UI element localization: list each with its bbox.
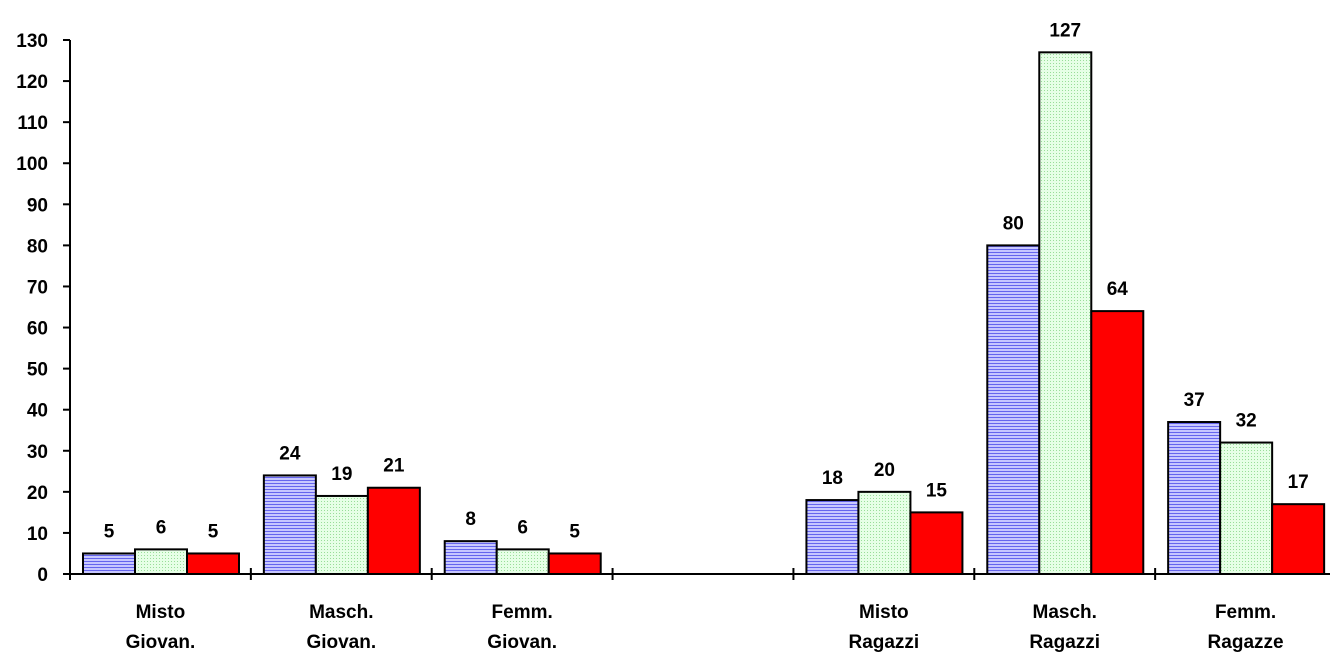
bar xyxy=(1271,503,1326,575)
bar xyxy=(82,552,136,576)
bar xyxy=(443,540,498,576)
bar-value-label: 21 xyxy=(383,456,405,477)
y-tick-label: 110 xyxy=(17,113,48,134)
category-label: Ragazze xyxy=(1208,632,1284,653)
bar-value-label: 5 xyxy=(569,521,580,542)
y-tick-label: 40 xyxy=(27,401,48,422)
category-label: Masch. xyxy=(1033,602,1097,623)
bar-value-label: 24 xyxy=(279,443,301,464)
category-label: Femm. xyxy=(1215,602,1276,623)
category-label: Giovan. xyxy=(126,632,196,653)
y-tick-label: 0 xyxy=(37,565,48,586)
x-axis: Misto Giovan. Masch. Giovan. Femm. Giovan. Mis… xyxy=(69,568,1330,653)
y-tick-label: 30 xyxy=(27,442,48,463)
bar-value-label: 32 xyxy=(1236,411,1257,432)
y-tick-label: 90 xyxy=(27,195,48,216)
bar-value-label: 64 xyxy=(1107,279,1129,300)
y-tick-label: 50 xyxy=(27,360,48,381)
y-tick-label: 80 xyxy=(27,236,48,257)
category-label: Ragazzi xyxy=(1029,632,1100,653)
bar-value-label: 6 xyxy=(156,517,167,538)
bar-value-label: 8 xyxy=(465,509,476,530)
bar xyxy=(1090,310,1145,575)
bar xyxy=(314,494,369,576)
bar xyxy=(186,552,240,576)
bar-value-label: 37 xyxy=(1184,390,1205,411)
category-label: Misto xyxy=(859,602,909,623)
bar-value-label: 5 xyxy=(208,521,219,542)
data-labels: 5 24 8 18 80 37 6 19 6 20 127 32 5 21 5 15 64 17 xyxy=(104,20,1309,542)
bar-value-label: 127 xyxy=(1049,20,1081,41)
bar xyxy=(909,511,964,576)
bars xyxy=(82,51,1326,576)
bar-value-label: 17 xyxy=(1288,472,1309,493)
bar xyxy=(262,474,317,575)
bar-value-label: 18 xyxy=(822,468,843,489)
bar xyxy=(805,499,860,575)
category-label: Masch. xyxy=(309,602,373,623)
y-tick-label: 10 xyxy=(27,524,48,545)
bar-value-label: 20 xyxy=(874,460,895,481)
category-label: Ragazzi xyxy=(848,632,919,653)
bar-value-label: 15 xyxy=(926,480,948,501)
bar-value-label: 80 xyxy=(1003,213,1024,234)
bar xyxy=(986,244,1041,575)
y-axis: 0 10 20 30 40 50 60 70 80 90 100 110 120 130 xyxy=(16,31,71,586)
y-tick-label: 120 xyxy=(16,72,48,93)
bar xyxy=(1167,421,1222,575)
bar-value-label: 19 xyxy=(331,464,352,485)
category-label: Femm. xyxy=(492,602,553,623)
bar xyxy=(366,486,421,575)
bar xyxy=(547,552,602,576)
bar-value-label: 6 xyxy=(517,517,528,538)
bar xyxy=(495,548,550,575)
y-tick-label: 60 xyxy=(27,319,48,340)
bar xyxy=(1219,441,1274,575)
category-label: Misto xyxy=(136,602,186,623)
y-tick-label: 20 xyxy=(27,483,48,504)
y-tick-label: 70 xyxy=(27,277,48,298)
bar-value-label: 5 xyxy=(104,521,115,542)
category-label: Giovan. xyxy=(306,632,376,653)
bar xyxy=(857,490,912,576)
category-label: Giovan. xyxy=(487,632,557,653)
y-tick-label: 130 xyxy=(16,31,48,52)
y-tick-label: 100 xyxy=(16,154,48,175)
bar xyxy=(134,548,188,575)
bar xyxy=(1038,51,1093,576)
